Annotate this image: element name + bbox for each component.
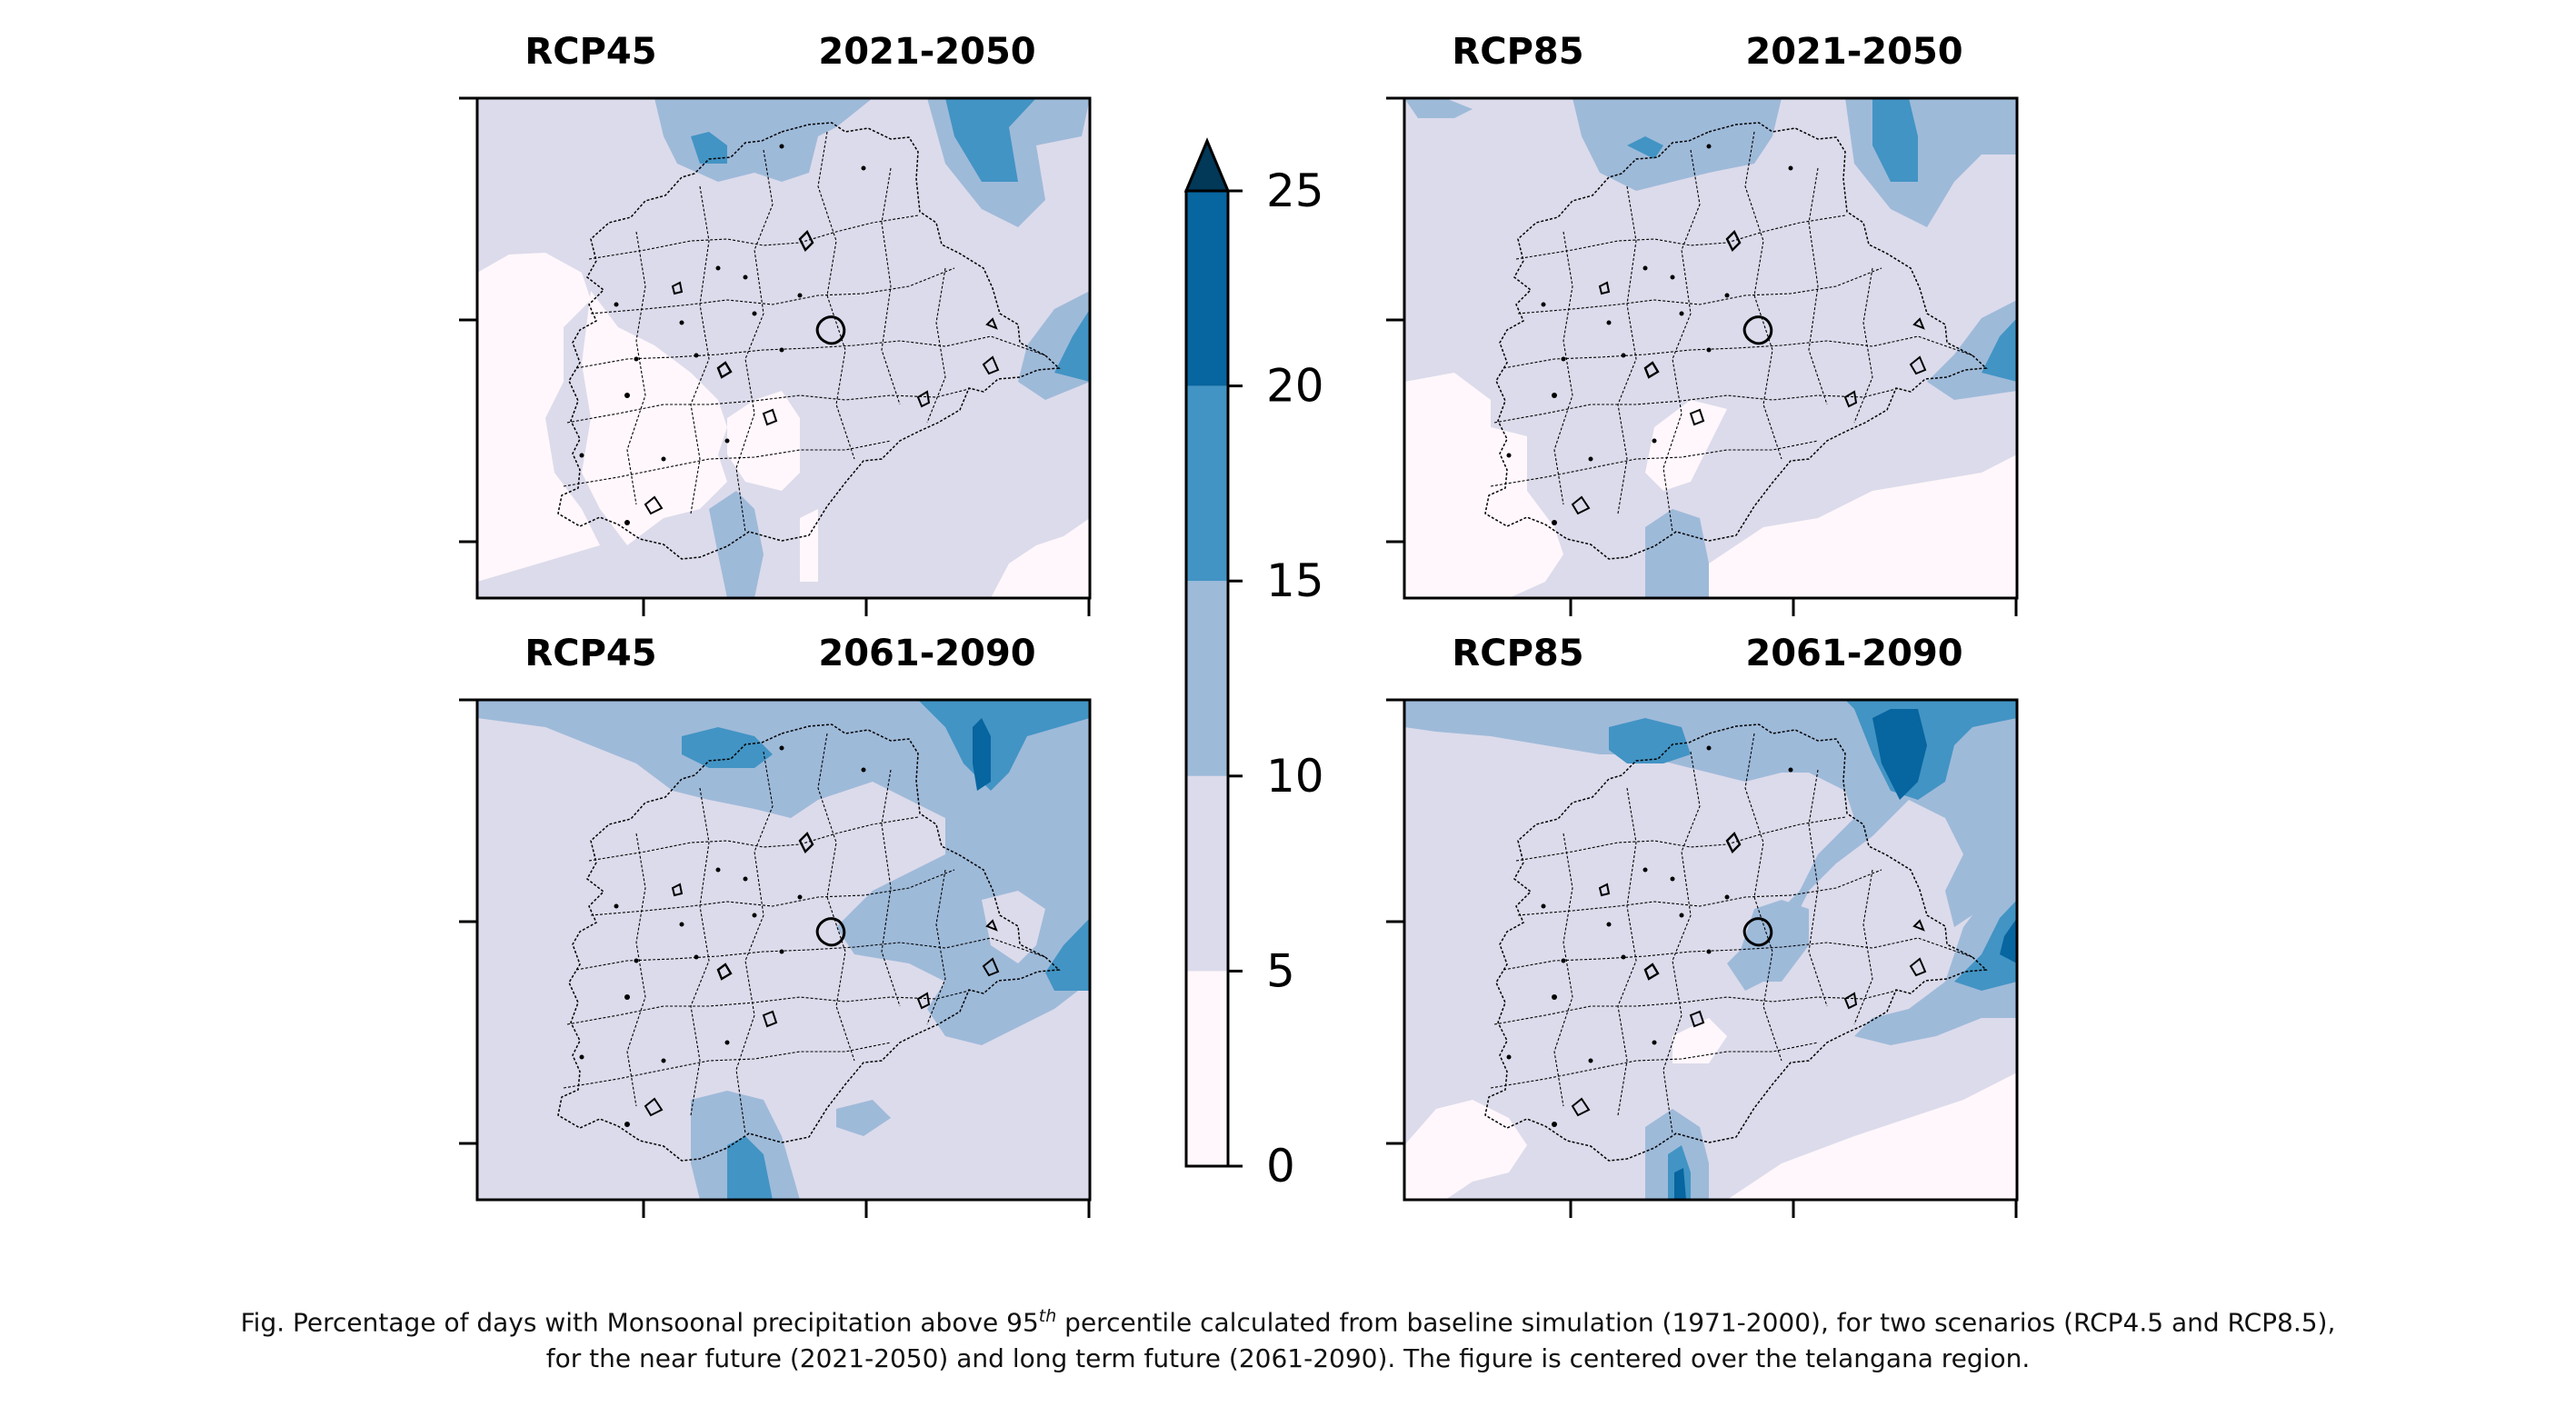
caption-line-1: Fig. Percentage of days with Monsoonal p…	[0, 1298, 2576, 1341]
colorbar-extend-arrow	[1183, 137, 1231, 193]
axis-ticks	[1386, 698, 2018, 1218]
colorbar-band	[1186, 971, 1228, 1166]
panel-scenario-label: RCP45	[524, 31, 656, 73]
colorbar-tick-label: 20	[1266, 360, 1324, 413]
panel-frame	[1403, 96, 2019, 600]
colorbar-tick-label: 0	[1266, 1140, 1295, 1192]
panel-scenario-label: RCP85	[1452, 633, 1583, 674]
axis-ticks	[459, 698, 1091, 1218]
colorbar-band	[1186, 775, 1228, 972]
figure-caption: Fig. Percentage of days with Monsoonal p…	[0, 1298, 2576, 1377]
colorbar: 0 5 10 15 20 25	[1183, 137, 1324, 1192]
contour-field	[477, 700, 1090, 1200]
colorbar-tick-label: 10	[1266, 750, 1324, 803]
axis-ticks	[459, 96, 1091, 616]
caption-line-2: for the near future (2021-2050) and long…	[545, 1343, 2031, 1374]
panel-rcp45-2021-2050: RCP45 2021-2050	[459, 31, 1092, 616]
caption-text: Fig. Percentage of days with Monsoonal p…	[240, 1307, 1039, 1338]
contour-field	[1404, 98, 2017, 598]
panel-frame	[475, 96, 1092, 600]
colorbar-frame	[1184, 189, 1230, 1168]
panel-frame	[475, 698, 1092, 1202]
contour-field	[1404, 700, 2017, 1200]
colorbar-tick-label: 5	[1266, 944, 1295, 997]
panel-scenario-label: RCP45	[524, 633, 656, 674]
panel-period-label: 2061-2090	[818, 633, 1035, 674]
colorbar-band	[1186, 385, 1228, 582]
panel-period-label: 2061-2090	[1745, 633, 1962, 674]
panel-rcp85-2061-2090: RCP85 2061-2090	[1386, 633, 2019, 1218]
colorbar-band	[1186, 581, 1228, 776]
panel-rcp45-2061-2090: RCP45 2061-2090	[459, 633, 1092, 1218]
panel-period-label: 2021-2050	[818, 31, 1035, 73]
panel-scenario-label: RCP85	[1452, 31, 1583, 73]
axis-ticks	[1386, 96, 2018, 616]
contour-field	[477, 98, 1090, 598]
panel-frame	[1403, 698, 2019, 1202]
panel-period-label: 2021-2050	[1745, 31, 1962, 73]
colorbar-tick-label: 25	[1266, 165, 1324, 217]
caption-text: percentile calculated from baseline simu…	[1056, 1307, 2336, 1338]
caption-superscript: th	[1038, 1306, 1057, 1326]
colorbar-band	[1186, 191, 1228, 386]
panel-rcp85-2021-2050: RCP85 2021-2050	[1386, 31, 2019, 616]
colorbar-tick-label: 15	[1266, 554, 1324, 607]
